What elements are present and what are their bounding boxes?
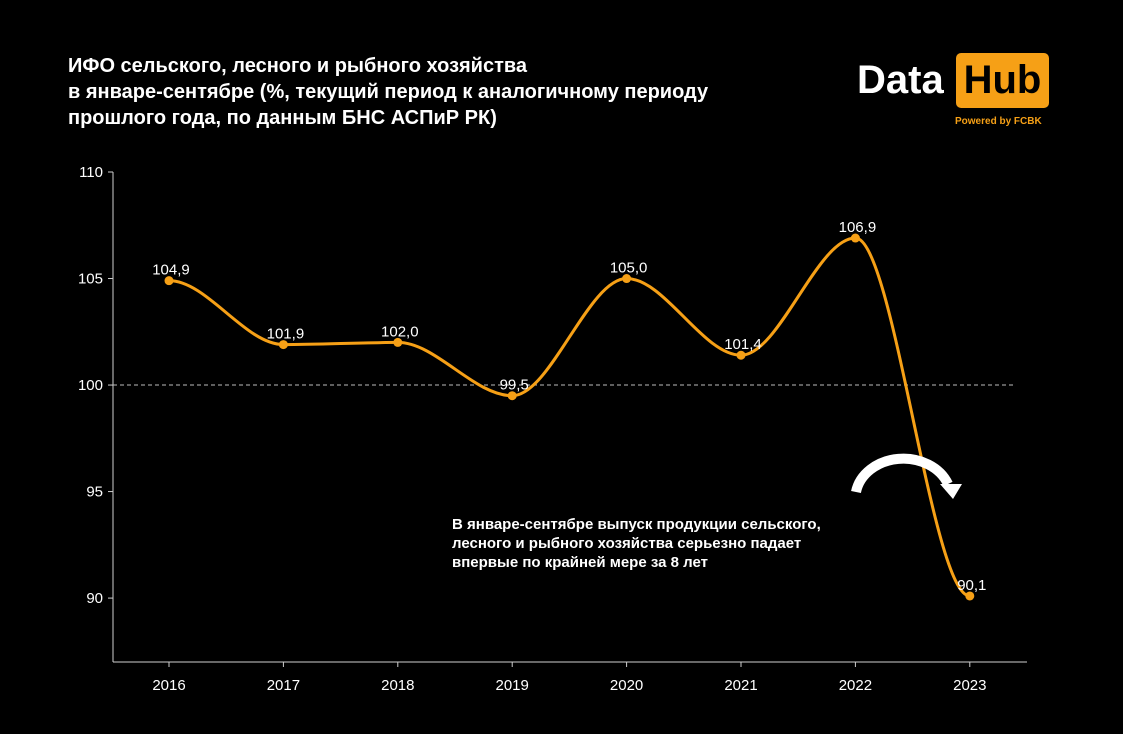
x-tick-label-2018: 2018	[381, 677, 414, 694]
title-line-1: ИФО сельского, лесного и рыбного хозяйст…	[68, 55, 528, 77]
title-line-3: прошлого года, по данным БНС АСПиР РК)	[68, 107, 497, 129]
data-point-2023	[965, 591, 975, 601]
logo-hub-badge: Hub	[956, 53, 1049, 108]
x-tick-label-2022: 2022	[839, 677, 872, 694]
annotation-line-2: лесного и рыбного хозяйства серьезно пад…	[452, 535, 802, 552]
x-tick-label-2019: 2019	[496, 677, 529, 694]
y-tick-label-100: 100	[78, 377, 103, 394]
data-label-2020: 105,0	[610, 260, 648, 277]
curved-arrow-down-icon	[851, 453, 962, 499]
logo-powered-text: Powered by FCBK	[955, 116, 1042, 127]
annotation-line-1: В январе-сентябре выпуск продукции сельс…	[452, 516, 821, 533]
data-point-2022	[850, 233, 860, 243]
x-tick-label-2021: 2021	[724, 677, 757, 694]
data-point-2019	[507, 391, 517, 401]
data-point-2016	[164, 276, 174, 286]
x-tick-label-2017: 2017	[267, 677, 300, 694]
y-tick-label-90: 90	[86, 590, 103, 607]
chart-title: ИФО сельского, лесного и рыбного хозяйст…	[68, 53, 828, 131]
annotation-note: В январе-сентябре выпуск продукции сельс…	[452, 515, 872, 572]
title-line-2: в январе-сентябре (%, текущий период к а…	[68, 81, 709, 103]
data-label-2021: 101,4	[724, 336, 762, 353]
data-label-2016: 104,9	[152, 262, 190, 279]
annotation-line-3: впервые по крайней мере за 8 лет	[452, 554, 708, 571]
chart-axes: 90 95 100 105 110 2016 2017 2018 2019 2020 2021 202…	[78, 164, 1027, 694]
x-tick-label-2023: 2023	[953, 677, 986, 694]
data-label-2017: 101,9	[267, 326, 305, 343]
data-point-2021	[736, 350, 746, 360]
data-point-2018	[393, 337, 403, 347]
logo-data-text: Data	[857, 58, 944, 102]
data-label-2023: 90,1	[957, 577, 986, 594]
x-tick-label-2016: 2016	[152, 677, 185, 694]
series-group	[164, 233, 975, 601]
data-labels-group: 104,9 101,9 102,0 99,5 105,0 101,4 106,9 90,1	[152, 219, 986, 594]
data-point-2017	[278, 340, 288, 350]
data-label-2019: 99,5	[500, 377, 529, 394]
y-tick-label-110: 110	[79, 164, 103, 181]
y-tick-label-95: 95	[86, 484, 103, 501]
data-label-2022: 106,9	[839, 219, 877, 236]
x-tick-label-2020: 2020	[610, 677, 643, 694]
series-line	[168, 236, 971, 598]
data-point-2020	[622, 274, 632, 284]
datahub-logo: Data Hub Powered by FCBK	[855, 52, 1055, 132]
y-tick-label-105: 105	[78, 271, 103, 288]
data-label-2018: 102,0	[381, 323, 419, 340]
